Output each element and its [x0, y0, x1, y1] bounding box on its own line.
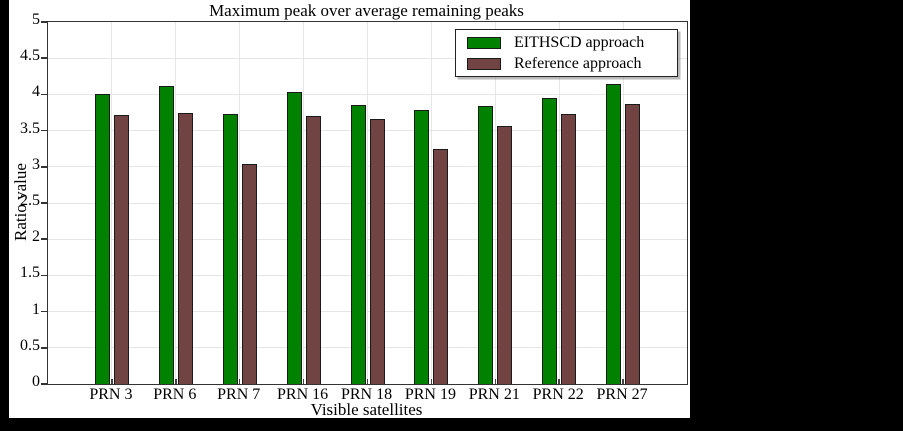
- y-tick-mark: [40, 347, 47, 349]
- v-gridline: [175, 22, 177, 384]
- x-tick-label: PRN 27: [596, 386, 648, 403]
- v-gridline: [494, 22, 496, 384]
- x-tick-mark: [494, 379, 497, 384]
- x-tick-mark: [622, 379, 624, 384]
- x-tick-label: PRN 18: [340, 386, 393, 403]
- bar-eithscd-prn-7: [222, 113, 238, 384]
- y-tick-label: 0.5: [20, 336, 40, 354]
- x-tick-label: PRN 7: [217, 386, 261, 403]
- legend-swatch-reference: [467, 57, 501, 70]
- v-gridline: [430, 22, 432, 384]
- x-tick-label: PRN 16: [277, 386, 329, 403]
- bar-eithscd-prn-22: [542, 98, 558, 384]
- x-axis-label: Visible satellites: [310, 400, 423, 419]
- bar-reference-prn-19: [433, 149, 449, 384]
- bar-eithscd-prn-21: [478, 105, 494, 384]
- v-gridline: [367, 22, 368, 384]
- bar-eithscd-prn-16: [286, 91, 302, 384]
- y-tick-labels: 0 0.5 1 1.5 2 2.5 3 3.5 4 4.5 5: [9, 11, 40, 390]
- y-tick-label: 0: [32, 373, 40, 390]
- bar-reference-prn-16: [305, 116, 321, 384]
- x-tick-mark: [430, 379, 433, 384]
- y-tick-label: 1: [32, 300, 40, 318]
- bar-reference-prn-6: [177, 112, 193, 384]
- y-tick-mark: [40, 274, 47, 277]
- legend-item-reference: Reference approach: [456, 53, 677, 74]
- y-tick-label: 3: [32, 155, 40, 173]
- y-tick-mark: [40, 129, 47, 132]
- x-tick-label: PRN 19: [404, 386, 456, 403]
- x-tick-mark: [558, 379, 560, 384]
- y-tick-mark: [40, 202, 47, 204]
- x-tick-mark: [366, 379, 369, 384]
- y-tick-mark: [40, 166, 47, 168]
- x-tick-mark: [175, 379, 177, 384]
- figure: Maximum peak over average remaining peak…: [9, 0, 690, 419]
- bar-eithscd-prn-3: [94, 94, 110, 384]
- x-tick-label: PRN 3: [89, 386, 133, 403]
- x-tick-label: PRN 22: [532, 386, 584, 403]
- y-tick-label: 4.5: [20, 47, 40, 65]
- bar-reference-prn-21: [497, 125, 513, 384]
- legend-label: Reference approach: [514, 54, 642, 72]
- chart-title: Maximum peak over average remaining peak…: [209, 1, 524, 20]
- legend-swatch-eithscd: [467, 36, 501, 49]
- y-tick-label: 4: [32, 83, 40, 101]
- bar-eithscd-prn-6: [158, 86, 174, 384]
- bar-reference-prn-7: [241, 163, 257, 384]
- bar-eithscd-prn-19: [414, 110, 430, 384]
- v-gridline: [303, 22, 305, 384]
- x-tick-label: PRN 6: [153, 386, 197, 403]
- legend-label: EITHSCD approach: [514, 33, 645, 51]
- y-tick-label: 2: [32, 228, 40, 246]
- v-gridline: [239, 22, 241, 384]
- bar-reference-prn-18: [369, 119, 385, 384]
- legend-item-eithscd: EITHSCD approach: [456, 32, 677, 53]
- y-tick-label: 5: [32, 11, 40, 28]
- y-tick-label: 1.5: [20, 264, 40, 282]
- x-tick-label: PRN 21: [468, 386, 520, 403]
- x-tick-mark: [238, 379, 241, 384]
- v-gridline: [558, 22, 560, 384]
- y-tick-mark: [40, 93, 47, 96]
- bar-eithscd-prn-27: [606, 84, 622, 384]
- y-tick-mark: [40, 21, 47, 23]
- y-tick-mark: [40, 310, 47, 313]
- y-tick-label: 2.5: [20, 192, 40, 209]
- bar-reference-prn-27: [625, 103, 641, 384]
- v-gridline: [622, 22, 624, 384]
- y-tick-mark: [40, 383, 47, 385]
- bar-reference-prn-3: [113, 114, 129, 384]
- x-tick-mark: [111, 379, 113, 384]
- v-gridline: [111, 22, 113, 384]
- plot-area: [40, 21, 688, 385]
- bar-eithscd-prn-18: [350, 105, 366, 384]
- y-tick-mark: [40, 238, 47, 240]
- bar-reference-prn-22: [561, 113, 577, 384]
- y-tick-mark: [40, 57, 47, 59]
- y-tick-label: 3.5: [20, 119, 40, 137]
- legend: EITHSCD approach Reference approach: [455, 29, 678, 77]
- x-tick-labels: PRN 3 PRN 6 PRN 7 PRN 16 PRN 18 PRN 19 PRN 21 P…: [47, 386, 686, 406]
- x-tick-mark: [302, 379, 305, 384]
